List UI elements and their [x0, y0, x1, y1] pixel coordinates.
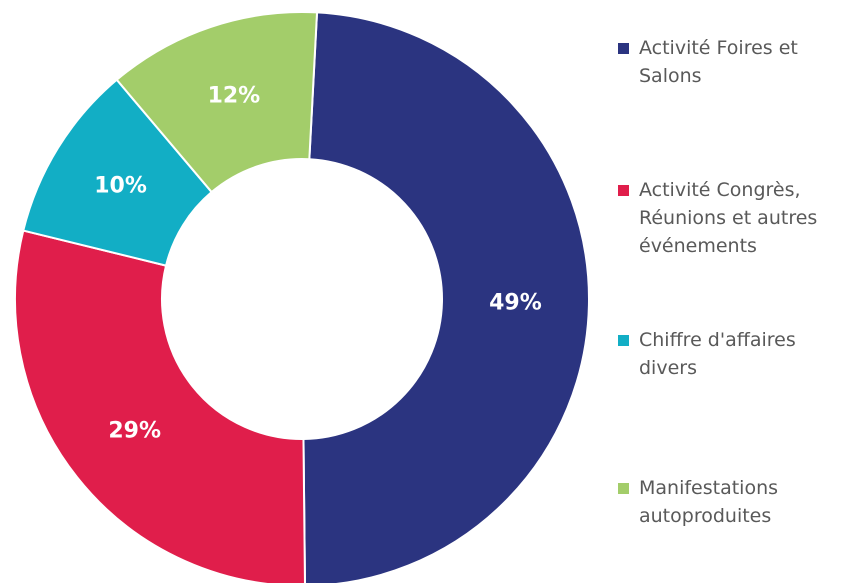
data-label: 12% [208, 84, 261, 109]
legend-item: Activité Foires et Salons [618, 34, 854, 90]
legend-label: Chiffre d'affaires divers [639, 329, 796, 379]
legend-item: Chiffre d'affaires divers [618, 326, 854, 382]
legend-label: Manifestations autoproduites [639, 477, 779, 527]
legend-item: Manifestations autoproduites [618, 474, 854, 530]
legend-swatch [618, 335, 629, 346]
slice [302, 11, 590, 583]
legend-label: Activité Congrès, Réunions et autres évé… [639, 179, 818, 257]
legend-item: Activité Congrès, Réunions et autres évé… [618, 176, 854, 260]
data-label: 49% [489, 290, 542, 315]
legend-swatch [618, 43, 629, 54]
legend-label: Activité Foires et Salons [639, 37, 798, 87]
data-label: 10% [94, 173, 147, 198]
slice [14, 229, 306, 583]
data-label: 29% [108, 419, 161, 444]
legend-swatch [618, 483, 629, 494]
slice [115, 11, 319, 194]
legend-swatch [618, 185, 629, 196]
